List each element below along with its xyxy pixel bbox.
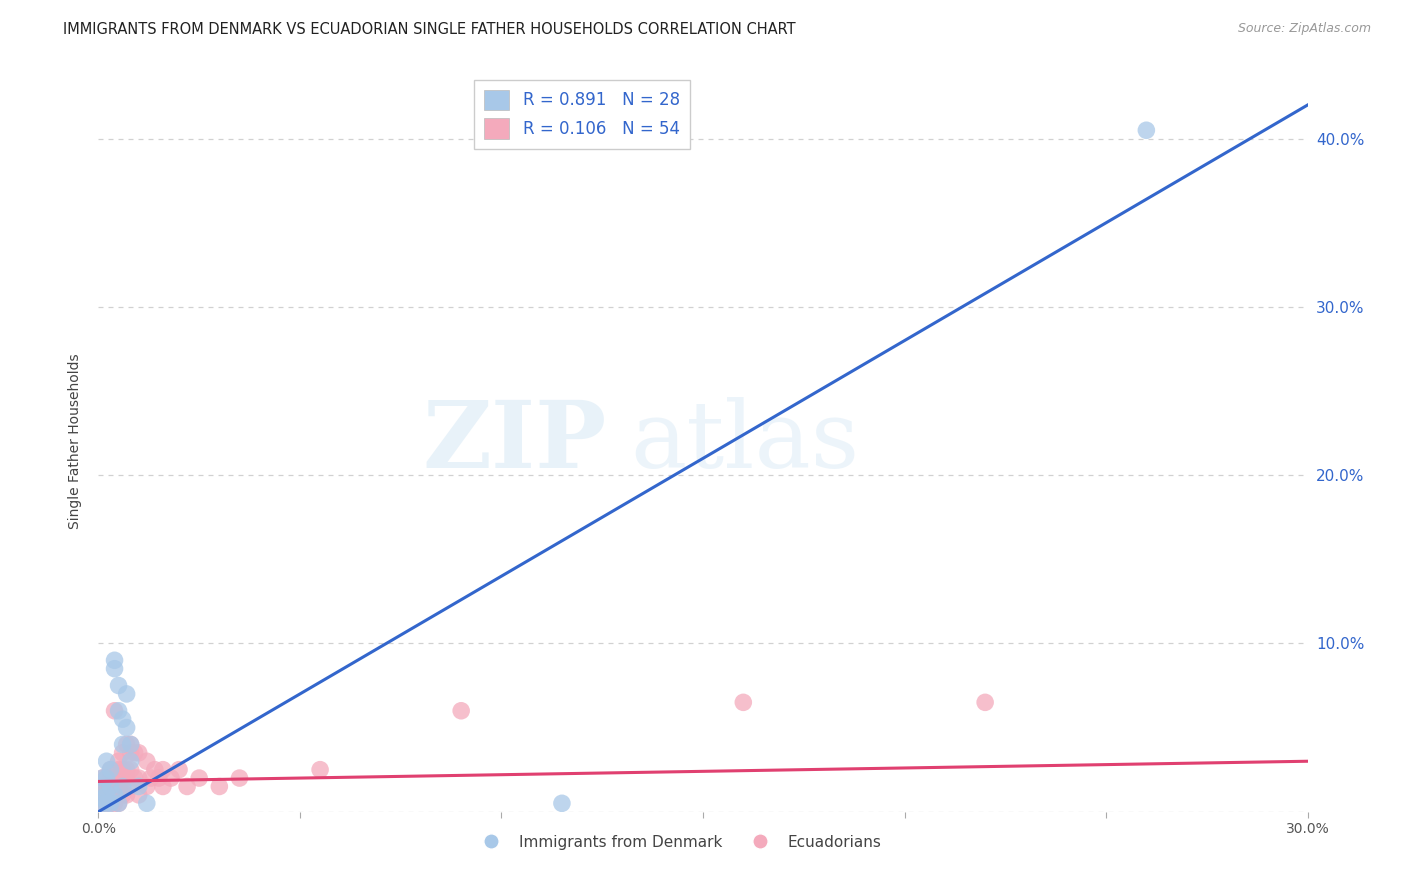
Point: [107, 797, 129, 811]
Point: [91, 780, 114, 794]
Point: [107, 679, 129, 693]
Point: [124, 771, 146, 785]
Legend: Immigrants from Denmark, Ecuadorians: Immigrants from Denmark, Ecuadorians: [470, 829, 887, 856]
Point: [96, 780, 118, 794]
Point: [96, 797, 118, 811]
Point: [103, 662, 125, 676]
Point: [111, 763, 134, 777]
Point: [1135, 123, 1157, 137]
Point: [107, 797, 129, 811]
Point: [107, 704, 129, 718]
Point: [96, 771, 118, 785]
Point: [309, 763, 332, 777]
Point: [107, 780, 129, 794]
Point: [115, 788, 138, 802]
Point: [111, 712, 134, 726]
Point: [96, 754, 118, 768]
Point: [96, 788, 118, 802]
Point: [103, 780, 125, 794]
Point: [176, 780, 198, 794]
Point: [135, 780, 157, 794]
Point: [120, 746, 142, 760]
Point: [188, 771, 211, 785]
Point: [111, 788, 134, 802]
Point: [115, 721, 138, 735]
Point: [96, 771, 118, 785]
Point: [152, 780, 174, 794]
Point: [120, 738, 142, 752]
Point: [120, 754, 142, 768]
Point: [115, 771, 138, 785]
Point: [111, 746, 134, 760]
Point: [148, 771, 170, 785]
Point: [103, 788, 125, 802]
Point: [135, 754, 157, 768]
Point: [128, 788, 150, 802]
Point: [160, 771, 183, 785]
Point: [120, 780, 142, 794]
Point: [103, 704, 125, 718]
Point: [228, 771, 250, 785]
Point: [208, 780, 231, 794]
Point: [100, 771, 122, 785]
Point: [96, 797, 118, 811]
Point: [100, 788, 122, 802]
Point: [111, 771, 134, 785]
Point: [167, 763, 190, 777]
Point: [100, 780, 122, 794]
Y-axis label: Single Father Households: Single Father Households: [69, 354, 83, 529]
Point: [100, 763, 122, 777]
Point: [103, 771, 125, 785]
Point: [120, 763, 142, 777]
Point: [107, 754, 129, 768]
Point: [139, 771, 162, 785]
Point: [111, 738, 134, 752]
Point: [450, 704, 472, 718]
Point: [115, 687, 138, 701]
Text: Source: ZipAtlas.com: Source: ZipAtlas.com: [1237, 22, 1371, 36]
Point: [128, 771, 150, 785]
Point: [91, 797, 114, 811]
Point: [152, 763, 174, 777]
Point: [91, 780, 114, 794]
Point: [100, 763, 122, 777]
Point: [96, 788, 118, 802]
Point: [733, 695, 755, 709]
Point: [124, 746, 146, 760]
Text: IMMIGRANTS FROM DENMARK VS ECUADORIAN SINGLE FATHER HOUSEHOLDS CORRELATION CHART: IMMIGRANTS FROM DENMARK VS ECUADORIAN SI…: [63, 22, 796, 37]
Point: [111, 780, 134, 794]
Point: [91, 791, 114, 805]
Point: [103, 653, 125, 667]
Point: [551, 797, 574, 811]
Point: [91, 771, 114, 785]
Point: [120, 738, 142, 752]
Point: [115, 763, 138, 777]
Text: ZIP: ZIP: [422, 397, 606, 486]
Point: [91, 771, 114, 785]
Point: [107, 763, 129, 777]
Point: [143, 763, 166, 777]
Point: [91, 797, 114, 811]
Point: [91, 788, 114, 802]
Point: [100, 797, 122, 811]
Text: atlas: atlas: [630, 397, 859, 486]
Point: [128, 746, 150, 760]
Point: [115, 738, 138, 752]
Point: [974, 695, 997, 709]
Point: [135, 797, 157, 811]
Point: [100, 797, 122, 811]
Point: [128, 780, 150, 794]
Point: [103, 797, 125, 811]
